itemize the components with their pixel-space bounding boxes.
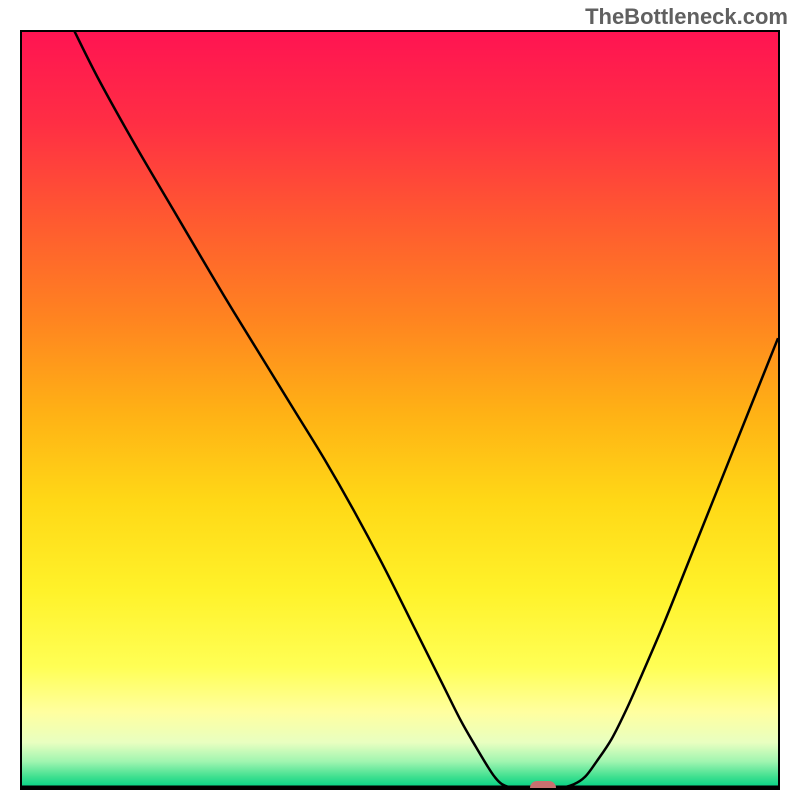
watermark-text: TheBottleneck.com (585, 4, 788, 30)
chart-plot-area (20, 30, 780, 790)
chart-curve-layer (22, 32, 778, 788)
chart-minimum-marker (530, 781, 556, 790)
chart-curve (71, 32, 778, 788)
